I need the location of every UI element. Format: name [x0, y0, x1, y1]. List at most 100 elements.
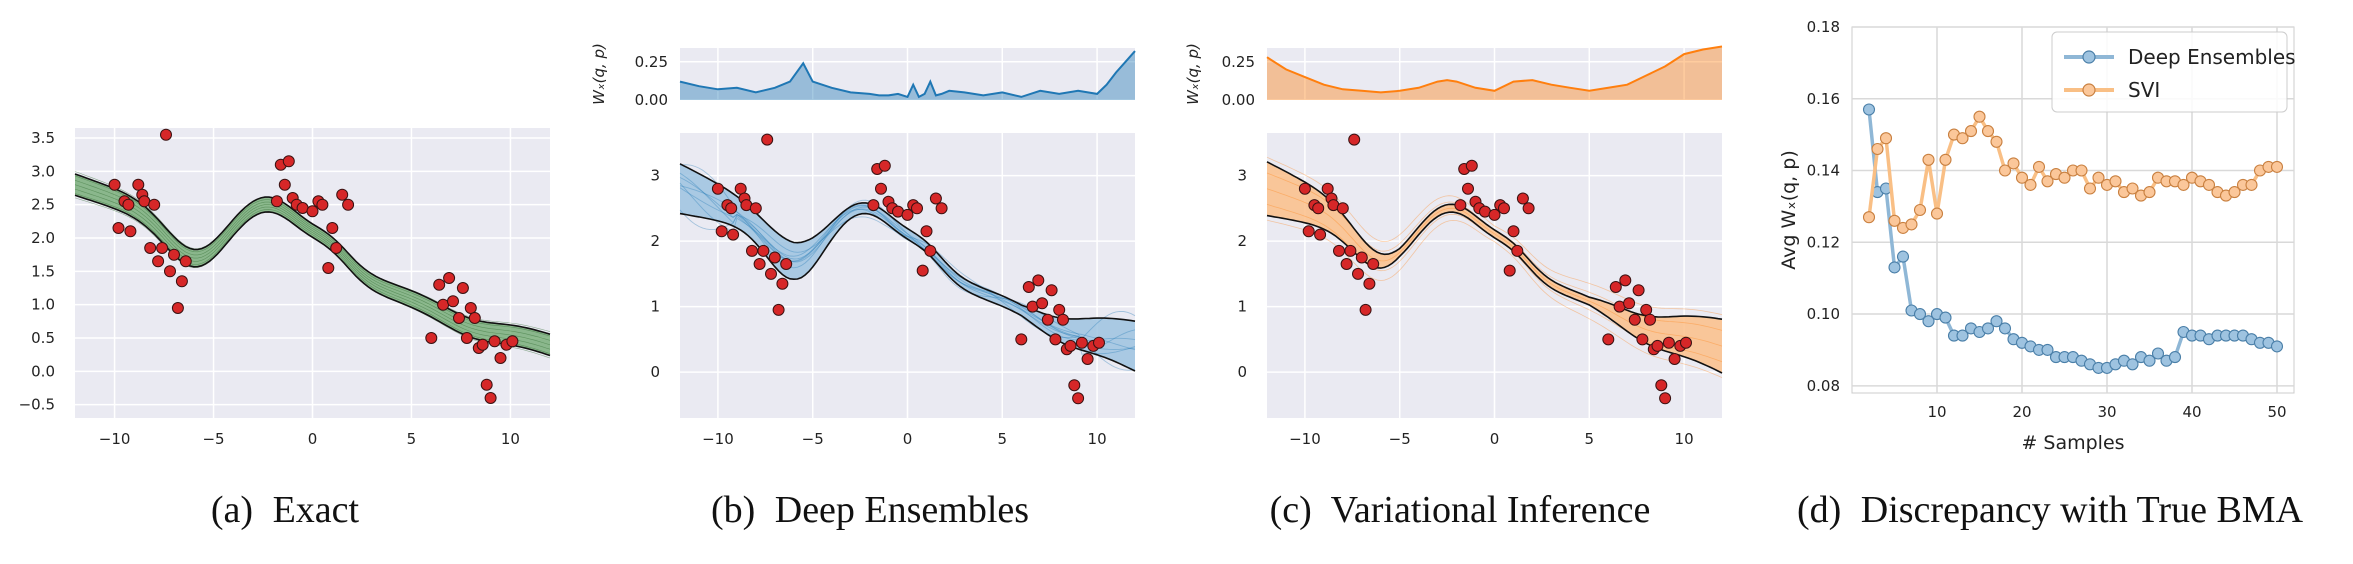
pd-ytick-1: 0.10 — [1807, 305, 1840, 323]
pa-data-point-4 — [124, 225, 137, 238]
pd-xtick-1: 20 — [2012, 403, 2031, 421]
pb-member-line-1 — [679, 172, 1136, 355]
pb-data-point-33 — [1015, 333, 1028, 346]
pbw-ytick-1: 0.25 — [635, 53, 668, 71]
pa-data-point-38 — [453, 312, 465, 324]
pd-svi-point-17 — [2007, 157, 2020, 170]
pb-data-point-44 — [1064, 339, 1077, 352]
pc-data-point-46 — [1659, 392, 1672, 405]
pd-svi-point-23 — [2058, 171, 2071, 184]
pc-data-point-4 — [1314, 228, 1327, 241]
pa-data-point-25 — [306, 205, 319, 218]
pd-ytick-0: 0.08 — [1807, 377, 1840, 395]
pd-svi-point-29 — [2109, 175, 2122, 188]
pa-data-point-17 — [179, 255, 192, 268]
caption-b-letter: (b) — [711, 489, 755, 531]
pd-svi-point-11 — [1956, 132, 1969, 145]
pd-svi-point-19 — [2024, 178, 2037, 191]
pc-data-point-13 — [1352, 267, 1364, 280]
pd-de-point-11 — [1956, 329, 1969, 342]
pd-de-point-33 — [2143, 354, 2156, 367]
pc-data-point-20 — [1462, 182, 1474, 195]
pd-svi-point-33 — [2143, 186, 2156, 199]
panel-d-ylabel: Avg Wₓ(q, p) — [1778, 150, 1800, 269]
pd-svi-point-13 — [1973, 110, 1986, 123]
pcw-ytick-1: 0.25 — [1222, 53, 1255, 71]
pd-ytick-2: 0.12 — [1807, 233, 1840, 251]
pb-data-point-47 — [1075, 336, 1088, 349]
pd-svi-point-3 — [1888, 214, 1901, 227]
pb-data-point-11 — [757, 244, 770, 257]
pc-xtick-2: 0 — [1490, 430, 1500, 448]
legend-svi-marker — [2082, 83, 2096, 97]
pd-xtick-4: 50 — [2267, 403, 2286, 421]
pbw-line — [679, 50, 1136, 99]
pb-member-line-0 — [679, 164, 1136, 371]
pc-data-point-48 — [1668, 353, 1681, 365]
pd-svi-point-6 — [1913, 203, 1927, 217]
panel-b: 0.00 0.25 Wₓ(q, p) −10 −5 0 5 10 0 1 2 3 — [590, 43, 1136, 448]
pc-xtick-4: 10 — [1675, 430, 1694, 448]
pa-data-point-32 — [342, 198, 355, 211]
panel-c-ticks: −10 −5 0 5 10 0 1 2 3 — [1237, 167, 1693, 448]
pa-data-point-33 — [425, 332, 438, 344]
panel-c: 0.00 0.25 Wₓ(q, p) −10 −5 0 5 10 0 1 2 3 — [1184, 43, 1723, 448]
pd-svi-point-25 — [2075, 164, 2088, 177]
pd-svi-point-37 — [2177, 178, 2190, 191]
pb-xtick-0: −10 — [702, 430, 734, 448]
pb-data-point-46 — [1072, 392, 1085, 405]
pa-data-point-10 — [152, 255, 165, 268]
pb-member-line-4 — [679, 177, 1136, 350]
pc-data-point-16 — [1363, 277, 1376, 290]
pa-ytick-4: 1.5 — [31, 262, 55, 280]
pb-xtick-3: 5 — [998, 430, 1008, 448]
pc-sample-line-2 — [1266, 188, 1723, 347]
pb-data-point-31 — [929, 192, 942, 205]
pb-data-point-27 — [911, 202, 923, 215]
pbw-ytick-0: 0.00 — [635, 91, 668, 109]
pa-sample-line-3 — [74, 184, 551, 346]
pd-svi-point-7 — [1922, 153, 1935, 166]
panel-b-wasserstein-ylabel: Wₓ(q, p) — [590, 43, 608, 105]
pc-data-point-38 — [1628, 313, 1641, 326]
pd-svi-point-14 — [1981, 125, 1995, 138]
pb-data-point-42 — [1057, 313, 1069, 326]
panel-b-wasserstein-grid — [680, 48, 1135, 101]
pc-data-point-37 — [1623, 297, 1636, 310]
pc-data-point-50 — [1680, 336, 1692, 349]
pa-xtick-0: −10 — [99, 430, 131, 448]
pc-xtick-1: −5 — [1389, 430, 1411, 448]
pc-data-point-3 — [1312, 202, 1325, 215]
pd-ytick-4: 0.16 — [1807, 90, 1840, 108]
pc-data-point-9 — [1336, 202, 1349, 215]
pa-data-point-47 — [488, 335, 501, 348]
pa-data-point-50 — [506, 335, 519, 348]
pc-data-point-40 — [1636, 333, 1649, 346]
pb-member-line-2 — [679, 187, 1136, 342]
pc-data-point-0 — [1298, 182, 1311, 195]
caption-c-text: Variational Inference — [1331, 489, 1651, 531]
pa-data-point-34 — [433, 278, 446, 291]
pc-data-point-32 — [1522, 202, 1535, 215]
panel-a-ticks: −10 −5 0 5 10 −0.5 0.0 0.5 1.0 1.5 2.0 2.5 3.0 3.5 — [19, 129, 520, 448]
pb-data-point-18 — [867, 199, 880, 212]
panel-b-content — [679, 133, 1136, 405]
pb-data-point-36 — [1032, 274, 1045, 287]
pb-data-point-40 — [1049, 333, 1062, 346]
panel-d-xlabel: # Samples — [2021, 432, 2124, 454]
panel-d-content — [1862, 103, 2284, 374]
panel-c-content — [1266, 133, 1723, 405]
pa-data-point-48 — [494, 352, 507, 364]
pa-data-point-36 — [443, 272, 456, 284]
pd-de-point-6 — [1913, 308, 1927, 321]
pd-svi-point-31 — [2126, 182, 2139, 195]
panel-b-ticks: −10 −5 0 5 10 0 1 2 3 — [650, 167, 1106, 448]
pc-data-point-47 — [1662, 336, 1675, 349]
panel-c-wasserstein-grid — [1267, 48, 1722, 101]
pc-data-point-34 — [1609, 281, 1622, 293]
pb-ytick-2: 2 — [650, 232, 660, 250]
panel-d-legend: Deep Ensembles SVI — [2051, 31, 2296, 113]
pa-sample-line-4 — [74, 180, 551, 341]
pc-data-point-8 — [1333, 244, 1345, 257]
pb-data-point-34 — [1022, 281, 1035, 293]
